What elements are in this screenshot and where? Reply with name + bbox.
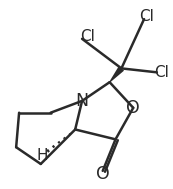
Text: O: O (126, 99, 140, 117)
Text: H: H (37, 148, 48, 163)
Text: O: O (96, 165, 110, 183)
Text: Cl: Cl (140, 9, 154, 24)
Text: Cl: Cl (81, 29, 95, 44)
Text: N: N (75, 92, 89, 110)
Text: Cl: Cl (154, 65, 169, 80)
Polygon shape (109, 66, 124, 83)
